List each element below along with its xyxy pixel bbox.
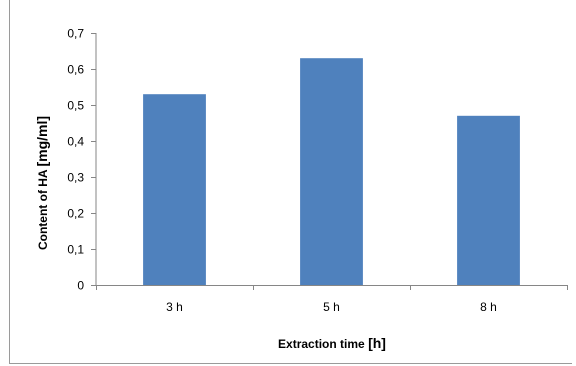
x-axis-title: Extraction time [h]	[278, 335, 386, 351]
x-axis	[96, 285, 568, 290]
y-tick-label: 0,5	[67, 99, 84, 113]
y-tick-label: 0,3	[67, 171, 84, 185]
y-tick-label: 0,4	[67, 135, 84, 149]
bar	[300, 58, 363, 286]
y-tick-label: 0,7	[67, 27, 84, 41]
y-tick-label: 0	[77, 279, 84, 293]
bar	[457, 115, 520, 285]
y-tick-label: 0,1	[67, 243, 84, 257]
x-tick-label: 5 h	[323, 300, 340, 314]
bars	[143, 58, 520, 286]
y-tick-label: 0,2	[67, 207, 84, 221]
y-tick-labels: 0 0,1 0,2 0,3 0,4 0,5 0,6 0,7	[67, 27, 84, 293]
y-axis	[91, 33, 97, 286]
x-tick-label: 3 h	[166, 300, 183, 314]
x-tick-labels: 3 h 5 h 8 h	[166, 300, 497, 314]
y-tick-label: 0,6	[67, 63, 84, 77]
y-axis-title: Content of HA [mg/ml]	[34, 116, 50, 250]
bar	[143, 94, 206, 285]
x-tick-label: 8 h	[480, 300, 497, 314]
